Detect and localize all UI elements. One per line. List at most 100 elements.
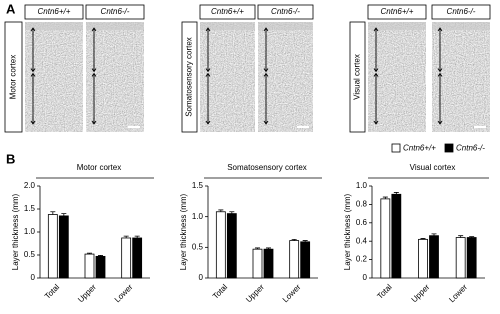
- error-bar: [229, 211, 235, 214]
- legend-swatch: [444, 143, 454, 153]
- y-tick-label: 0.6: [356, 218, 368, 227]
- x-tick-label: Upper: [244, 282, 266, 304]
- error-bar: [255, 247, 260, 250]
- y-axis-label: Layer thickness (mm): [11, 193, 20, 270]
- genotype-box: [85, 4, 145, 20]
- genotype-box: [24, 4, 84, 20]
- y-tick-label: 1.0: [356, 181, 368, 190]
- arrow-head: [263, 72, 269, 125]
- arrow-head: [263, 27, 269, 73]
- region-box: [181, 21, 198, 133]
- panel-label: A: [6, 1, 16, 16]
- error-bar: [393, 192, 399, 195]
- genotype-box: [199, 4, 256, 20]
- region-label: Visual cortex: [353, 54, 362, 100]
- region-box: [349, 21, 366, 133]
- error-bar: [87, 252, 92, 255]
- error-bar: [291, 238, 297, 241]
- arrow-head: [91, 27, 97, 73]
- bar: [132, 237, 143, 279]
- error-bar: [50, 211, 56, 215]
- bar: [289, 240, 300, 279]
- legend-label: Cntn6-/-: [456, 144, 485, 153]
- bar: [252, 248, 263, 279]
- arrow-head: [205, 72, 211, 125]
- bar: [215, 211, 226, 279]
- region-label: Somatosensory cortex: [185, 37, 194, 117]
- bar: [263, 248, 274, 279]
- pia-band: [200, 22, 255, 30]
- y-tick-label: 0.2: [356, 255, 368, 264]
- chart-title: Motor cortex: [77, 163, 121, 172]
- bar: [47, 214, 58, 279]
- error-bar: [382, 196, 388, 199]
- error-bar: [98, 255, 103, 257]
- arrow-head: [30, 27, 36, 73]
- y-tick-label: 0: [363, 273, 368, 282]
- bar: [455, 237, 466, 279]
- y-tick-label: 0: [199, 273, 204, 282]
- y-axis-label: Layer thickness (mm): [343, 193, 352, 270]
- y-tick-label: 0.5: [24, 250, 36, 259]
- bar: [418, 238, 428, 279]
- genotype-label: Cntn6-/-: [101, 7, 130, 16]
- x-tick-label: Lower: [447, 282, 469, 304]
- x-tick-label: Total: [43, 282, 61, 300]
- error-bar: [469, 236, 475, 238]
- arrow-head: [91, 72, 97, 125]
- y-tick-label: 1.0: [24, 227, 36, 236]
- y-tick-label: 1.5: [192, 181, 204, 190]
- micrograph: [368, 22, 426, 132]
- bar: [391, 193, 402, 279]
- y-tick-label: 1.0: [192, 212, 204, 221]
- micrograph: [86, 22, 144, 132]
- error-bar: [420, 238, 426, 240]
- legend-label: Cntn6+/+: [403, 144, 436, 153]
- pia-band: [25, 22, 83, 30]
- legend-swatch: [391, 143, 401, 153]
- pia-band: [258, 22, 313, 30]
- chart-title: Visual cortex: [410, 163, 456, 172]
- arrow-head: [437, 27, 443, 73]
- bar: [380, 198, 391, 279]
- error-bar: [431, 233, 437, 236]
- micrograph: [200, 22, 255, 132]
- pia-band: [432, 22, 490, 30]
- arrow-head: [437, 72, 443, 125]
- arrow-head: [205, 27, 211, 73]
- bar: [466, 237, 477, 279]
- genotype-label: Cntn6+/+: [211, 7, 244, 16]
- arrow-head: [373, 72, 379, 125]
- error-bar: [134, 235, 140, 238]
- x-tick-label: Upper: [76, 282, 98, 304]
- y-tick-label: 1.5: [24, 204, 36, 213]
- x-tick-label: Upper: [410, 282, 432, 304]
- bar: [58, 215, 69, 279]
- bar: [429, 235, 439, 279]
- micrograph: [25, 22, 83, 132]
- genotype-box: [257, 4, 314, 20]
- bar: [226, 213, 237, 279]
- error-bar: [61, 213, 67, 216]
- genotype-label: Cntn6+/+: [381, 7, 414, 16]
- panel-label: B: [6, 151, 15, 166]
- pia-band: [368, 22, 426, 30]
- micrograph: [432, 22, 490, 132]
- error-bar: [302, 240, 308, 242]
- error-bar: [218, 209, 224, 212]
- y-tick-label: 0.5: [192, 242, 204, 251]
- error-bar: [458, 235, 464, 238]
- x-tick-label: Total: [211, 282, 229, 300]
- genotype-label: Cntn6-/-: [447, 7, 476, 16]
- error-bar: [266, 247, 271, 250]
- bar: [84, 253, 95, 279]
- genotype-label: Cntn6-/-: [271, 7, 300, 16]
- region-box: [4, 21, 23, 133]
- arrow-head: [30, 72, 36, 125]
- bar: [300, 241, 311, 279]
- bar: [95, 255, 106, 279]
- y-tick-label: 0.4: [356, 236, 368, 245]
- arrow-head: [373, 27, 379, 73]
- micrograph: [258, 22, 313, 132]
